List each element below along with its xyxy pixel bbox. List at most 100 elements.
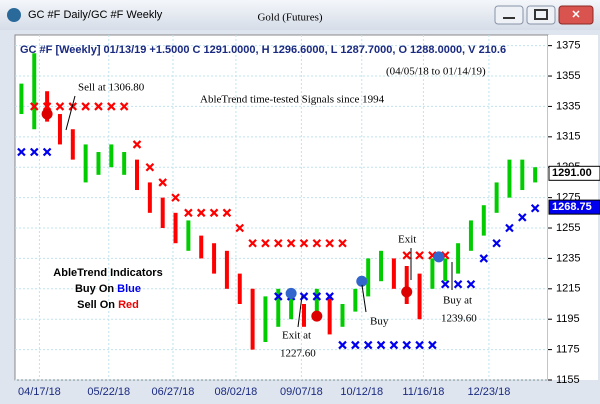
x-tick-label: 09/07/18 [280, 386, 323, 398]
buy-stop [351, 340, 360, 350]
buy-stop [389, 340, 399, 350]
close-button[interactable] [558, 5, 594, 25]
annotation: Sell at 1306.80 [78, 82, 145, 94]
buy-stop [312, 292, 322, 301]
buy-stop [29, 147, 39, 157]
app-icon [7, 8, 21, 22]
sell-stop [55, 102, 65, 111]
sell-stop [325, 238, 334, 248]
annotation: Buy at [443, 295, 472, 307]
sell-stop [299, 238, 309, 248]
signal-marker [433, 251, 445, 263]
legend-buy-text: Buy On [75, 283, 117, 295]
signal-marker [311, 310, 323, 322]
legend-buy-color: Blue [117, 283, 141, 295]
buy-stop [479, 254, 489, 263]
sell-stop [286, 238, 296, 248]
close-icon: ✕ [571, 9, 580, 21]
quote-header: GC #F [Weekly] 01/13/19 +1.5000 C 1291.0… [20, 44, 506, 56]
maximize-icon [534, 9, 548, 20]
signal-marker [285, 287, 297, 299]
date-range: (04/05/18 to 01/14/19) [386, 66, 486, 78]
sell-stop [81, 102, 90, 111]
y-tick-label: 1375 [556, 40, 580, 52]
arrow [65, 95, 76, 131]
buy-stop [363, 340, 373, 350]
y-tick-label: 1355 [556, 70, 580, 82]
sell-stop [338, 238, 347, 248]
buy-stop [530, 203, 540, 213]
sell-stop [184, 208, 193, 218]
y-tick-label: 1255 [556, 222, 580, 234]
buy-stop [505, 223, 514, 233]
legend-buy: Buy On Blue [75, 283, 141, 295]
arrow [361, 284, 367, 313]
buy-stop [440, 279, 450, 289]
buy-stop [274, 292, 283, 301]
y-tick-label: 1175 [556, 344, 580, 356]
sell-stop [235, 223, 245, 233]
buy-stop [466, 279, 476, 289]
sell-stop [209, 208, 219, 218]
minimize-button[interactable] [494, 5, 524, 25]
signal-marker [401, 286, 413, 298]
price-tag-label: 1268.75 [552, 201, 592, 213]
price-tag-label: 1291.00 [552, 167, 592, 179]
sell-stop [132, 140, 142, 149]
sell-stop [119, 102, 129, 111]
y-tick-label: 1335 [556, 100, 580, 112]
sell-stop [402, 251, 412, 260]
sell-stop [158, 178, 167, 187]
legend-sell-color: Red [118, 299, 139, 311]
legend-title: AbleTrend Indicators [53, 267, 162, 279]
arrow [297, 295, 303, 328]
plot-area [14, 34, 549, 381]
y-tick-label: 1195 [556, 313, 580, 325]
maximize-button[interactable] [526, 5, 556, 25]
buy-stop [325, 292, 334, 301]
sell-stop [222, 208, 232, 218]
y-tick-label: 1155 [556, 374, 580, 386]
sell-stop [248, 238, 257, 248]
sell-stop [312, 238, 322, 248]
x-tick-label: 10/12/18 [340, 386, 383, 398]
x-tick-label: 08/02/18 [214, 386, 257, 398]
y-tick-label: 1215 [556, 283, 580, 295]
buy-stop [402, 340, 412, 350]
legend-sell: Sell On Red [77, 299, 139, 311]
sell-stop [196, 208, 206, 218]
sell-stop [261, 238, 270, 248]
sell-stop [171, 193, 180, 202]
chart-title: Gold (Futures) [257, 12, 322, 24]
sell-stop [107, 102, 116, 111]
price-tag [548, 165, 600, 181]
buy-stop [453, 279, 463, 289]
annotation: 1239.60 [441, 313, 477, 325]
x-tick-label: 11/16/18 [402, 386, 444, 398]
signal-marker [41, 108, 53, 120]
signal-marker [356, 275, 368, 287]
buy-stop [492, 238, 501, 248]
x-tick-label: 05/22/18 [87, 386, 130, 398]
sell-stop [274, 238, 283, 248]
x-tick-label: 06/27/18 [152, 386, 195, 398]
buy-stop [415, 340, 424, 350]
annotation: 1227.60 [280, 348, 316, 360]
sell-stop [415, 251, 424, 260]
sell-stop [145, 162, 155, 172]
sell-stop [68, 102, 78, 111]
legend-sell-text: Sell On [77, 299, 118, 311]
buy-stop [17, 147, 26, 157]
sell-stop [94, 102, 103, 111]
annotation: Exit [398, 234, 416, 246]
y-tick-label: 1235 [556, 252, 580, 264]
buy-stop [428, 340, 437, 350]
sell-stop [42, 102, 52, 111]
buy-stop [518, 213, 527, 222]
x-tick-label: 04/17/18 [18, 386, 61, 398]
subtitle: AbleTrend time-tested Signals since 1994 [200, 94, 385, 106]
annotation-arrows [65, 95, 453, 328]
sell-stop [29, 102, 39, 111]
buy-stop [376, 340, 386, 350]
